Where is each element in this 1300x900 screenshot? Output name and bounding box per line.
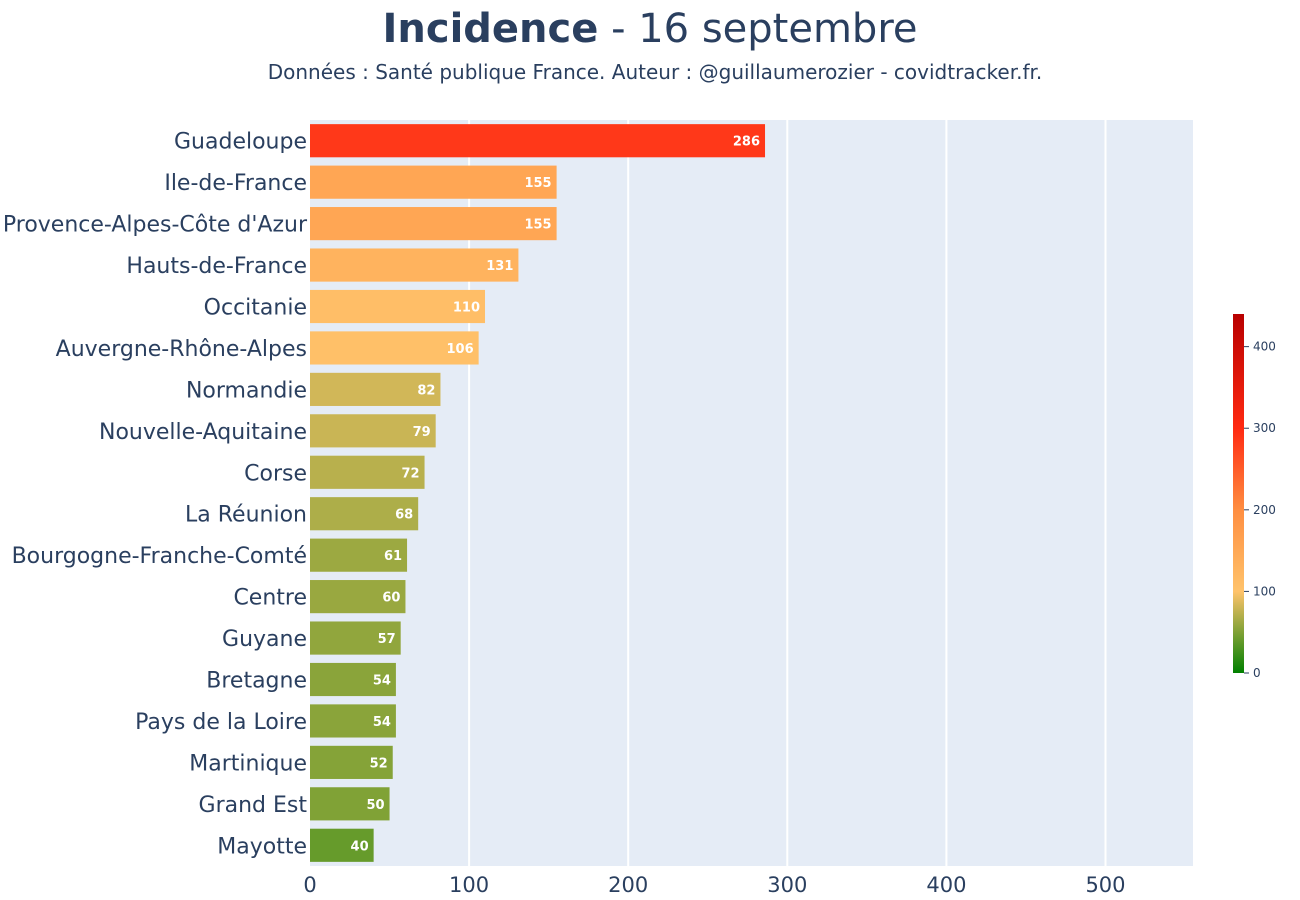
bar-value-label: 54 [373,674,391,689]
category-label: Guyane [222,627,307,652]
x-tick-label: 0 [303,873,316,897]
bar-value-label: 106 [447,342,474,357]
bar [310,289,486,324]
bar [310,497,419,531]
bar-value-label: 68 [395,508,413,523]
plot-area [310,120,1193,866]
category-label: Normandie [186,378,307,403]
category-label: Nouvelle-Aquitaine [99,420,307,445]
x-tick-label: 100 [449,873,489,897]
x-tick-label: 300 [767,873,807,897]
bar-value-label: 40 [351,839,369,854]
x-tick-label: 200 [608,873,648,897]
category-label: Pays de la Loire [135,710,307,735]
colorbar-tick-label: 0 [1253,666,1261,680]
bar-value-label: 131 [486,259,513,274]
bar [310,372,441,406]
category-label: Corse [244,461,307,486]
colorbar-tick-label: 300 [1253,421,1276,435]
category-label: Ile-de-France [164,171,307,196]
category-label: Mayotte [217,834,307,859]
bar [310,621,401,655]
category-label: Hauts-de-France [126,254,307,279]
category-label: Bretagne [206,669,307,694]
x-tick-label: 400 [926,873,966,897]
bar [310,745,393,779]
bar-value-label: 286 [733,135,760,150]
bar-value-label: 155 [524,218,551,233]
colorbar-tick-label: 400 [1253,340,1276,354]
bar-value-label: 72 [401,466,419,481]
bar-value-label: 54 [373,715,391,730]
chart-subtitle: Données : Santé publique France. Auteur … [267,60,1043,84]
bar-value-label: 61 [384,549,402,564]
bar [310,828,374,862]
bar [310,787,390,821]
category-label: La Réunion [185,503,307,528]
bar [310,248,519,282]
bar-value-label: 60 [382,591,400,606]
bar-value-label: 79 [413,425,431,440]
colorbar-tick-label: 200 [1253,503,1276,517]
bar [310,662,396,697]
chart-title: Incidence - 16 septembre [0,6,1300,52]
category-label: Guadeloupe [174,130,307,155]
chart-title-date: - 16 septembre [598,6,918,52]
colorbar [1233,314,1244,673]
bar-value-label: 57 [378,632,396,647]
bar-value-label: 52 [370,756,388,771]
bar [310,580,406,614]
bar [310,455,425,489]
chart-title-bold: Incidence [382,6,599,52]
bar [310,414,436,448]
bar-value-label: 110 [453,301,480,316]
category-label: Occitanie [204,296,307,321]
bar [310,331,479,365]
category-label: Bourgogne-Franche-Comté [12,544,307,569]
bar [310,538,408,572]
bar [310,124,766,158]
category-label: Centre [233,586,307,611]
bar [310,704,396,738]
category-label: Grand Est [199,793,308,818]
bar [310,207,557,241]
bar [310,165,557,199]
colorbar-tick-label: 100 [1253,584,1276,598]
x-tick-label: 500 [1085,873,1125,897]
bar-value-label: 155 [524,176,551,191]
bar-value-label: 50 [366,798,384,813]
bar-value-label: 82 [417,383,435,398]
category-label: Auvergne-Rhône-Alpes [56,337,307,362]
category-label: Provence-Alpes-Côte d'Azur [3,213,308,238]
category-label: Martinique [189,751,307,776]
